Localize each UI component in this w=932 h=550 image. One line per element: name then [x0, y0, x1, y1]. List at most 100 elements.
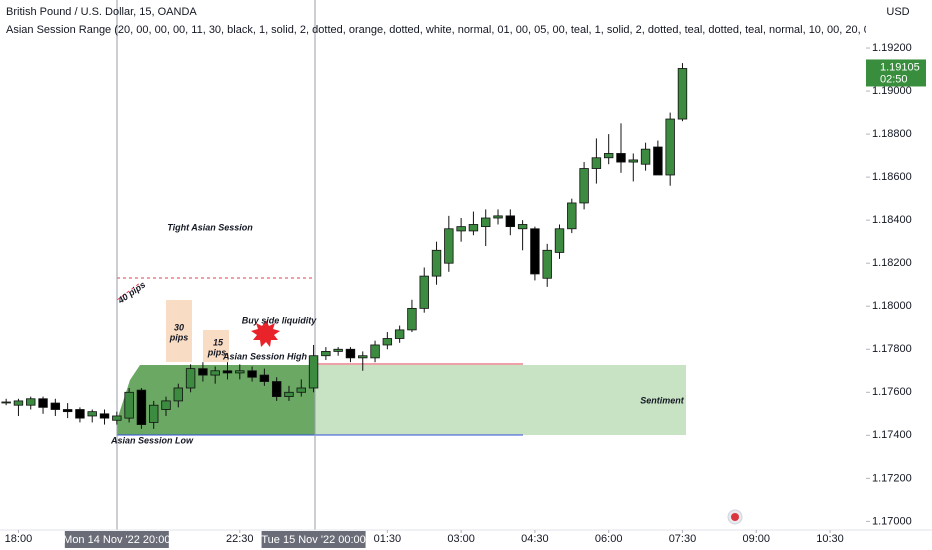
chart-title: British Pound / U.S. Dollar, 15, OANDA — [6, 6, 197, 18]
candle-body — [333, 348, 343, 352]
candle-body — [431, 249, 442, 277]
last-price-box — [866, 59, 926, 87]
x-tick-label: 18:00 — [5, 533, 33, 545]
candle-body — [468, 224, 479, 232]
candle-body — [62, 409, 73, 413]
pips-arrow — [116, 282, 141, 301]
plot-area — [1, 63, 688, 429]
candle-body — [173, 387, 184, 402]
annotation: pips — [207, 347, 227, 357]
candle-body — [185, 368, 196, 389]
candle-body — [517, 224, 528, 230]
y-tick-label: 1.17000 — [872, 515, 912, 527]
candle-body — [554, 228, 565, 253]
candle-body — [665, 118, 675, 176]
annotation: pips — [169, 332, 189, 342]
candle-body — [419, 275, 429, 309]
annotation: Buy side liquidity — [242, 315, 318, 325]
chart-subtitle: Asian Session Range (20, 00, 00, 00, 11,… — [6, 24, 932, 36]
session-marker-bg — [64, 531, 169, 548]
candle-body — [358, 355, 368, 359]
annotation: Asian Session Low — [110, 435, 194, 445]
axis-unit: USD — [886, 6, 909, 18]
candle-body — [13, 400, 24, 406]
y-tick-label: 1.17600 — [872, 386, 912, 398]
candle-body — [50, 402, 61, 410]
y-tick-label: 1.18400 — [872, 214, 912, 226]
candle-body — [616, 153, 626, 163]
x-tick-label: 09:00 — [742, 533, 770, 545]
last-price-label: 1.19105 — [880, 61, 920, 73]
candle-body — [308, 355, 319, 389]
candle-body — [444, 228, 454, 264]
candle-body — [653, 146, 663, 176]
annotation: 15 — [213, 337, 224, 347]
flag-icon — [731, 513, 739, 521]
pips-box — [166, 300, 192, 362]
candle-body — [259, 374, 270, 382]
candle-body — [603, 153, 614, 159]
y-tick-label: 1.18800 — [872, 128, 912, 140]
candle-body — [87, 411, 97, 417]
y-tick-label: 1.17800 — [872, 343, 912, 355]
candle-body — [345, 348, 356, 359]
candle-body — [382, 338, 393, 346]
candle-body — [530, 228, 540, 275]
candle-body — [493, 215, 503, 219]
candle-body — [136, 389, 147, 425]
x-tick-label: 04:30 — [521, 533, 549, 545]
session-marker-label: Mon 14 Nov '22 20:00 — [63, 534, 170, 546]
annotation: Tight Asian Session — [167, 222, 253, 232]
candle-body — [161, 400, 171, 410]
y-tick-label: 1.19200 — [872, 42, 912, 54]
candle-body — [567, 202, 577, 230]
y-tick-label: 1.19000 — [872, 85, 912, 97]
candle-body — [542, 249, 552, 279]
y-tick-label: 1.18000 — [872, 300, 912, 312]
candle-body — [591, 157, 602, 169]
candle-body — [481, 217, 491, 228]
countdown-label: 02:50 — [880, 73, 908, 85]
y-tick-label: 1.17200 — [872, 472, 912, 484]
y-tick-label: 1.18600 — [872, 171, 912, 183]
candle-body — [112, 415, 122, 421]
session-marker-label: Tue 15 Nov '22 00:00 — [261, 534, 365, 546]
candle-body — [505, 215, 516, 228]
candle-body — [99, 413, 110, 419]
x-tick-label: 22:30 — [226, 533, 254, 545]
candle-body — [370, 344, 380, 359]
candle-body — [628, 159, 638, 163]
candle-body — [1, 401, 11, 404]
candle-body — [271, 381, 282, 397]
annotation: 30 — [174, 322, 184, 332]
candle-body — [124, 391, 134, 419]
sentiment-zone — [315, 365, 686, 435]
candle-body — [75, 409, 85, 419]
candle-body — [321, 351, 331, 357]
candle-body — [456, 226, 466, 232]
candle-body — [235, 370, 245, 374]
subtitle-clip: Asian Session Range (20, 00, 00, 00, 11,… — [6, 24, 932, 36]
candle-body — [284, 391, 294, 397]
x-tick-label: 07:30 — [669, 533, 697, 545]
pips-box — [203, 330, 229, 362]
candle-body — [222, 370, 233, 374]
candle-body — [198, 368, 208, 376]
x-tick-label: 03:00 — [447, 533, 475, 545]
y-tick-label: 1.17400 — [872, 429, 912, 441]
x-tick-label: 06:00 — [595, 533, 623, 545]
x-tick-label: 01:30 — [374, 533, 402, 545]
candle-body — [38, 398, 48, 408]
candle-body — [247, 370, 257, 378]
liquidity-badge — [251, 320, 280, 347]
candle-body — [394, 329, 405, 339]
candle-body — [149, 404, 159, 423]
x-tick-label: 10:30 — [816, 533, 844, 545]
candle-body — [26, 398, 36, 406]
candle-body — [677, 68, 688, 120]
asian-zone — [117, 365, 315, 435]
candle-body — [407, 307, 417, 331]
